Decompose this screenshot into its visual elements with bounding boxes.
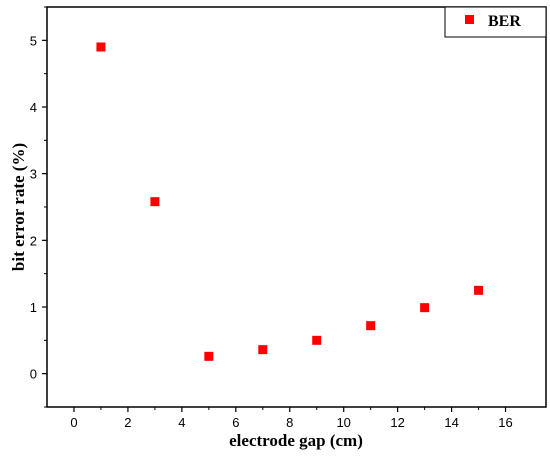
data-point (420, 303, 430, 313)
y-tick-label: 4 (30, 100, 37, 115)
y-axis-title: bit error rate (%) (9, 143, 28, 271)
data-point (312, 335, 322, 345)
y-tick-label: 3 (30, 167, 37, 182)
x-tick-label: 0 (70, 415, 77, 430)
plot-frame (46, 6, 547, 408)
y-axis: 0 1 2 3 4 5 (30, 6, 47, 408)
x-tick-label: 14 (444, 415, 458, 430)
x-tick-label: 8 (286, 415, 293, 430)
x-axis: 0 2 4 6 8 10 12 14 16 (70, 407, 513, 430)
legend-box (444, 6, 547, 38)
data-point (204, 351, 214, 361)
x-tick-label: 4 (178, 415, 185, 430)
y-tick-label: 0 (30, 367, 37, 382)
legend-label-ber: BER (488, 13, 521, 30)
data-point (150, 197, 160, 207)
y-tick-label: 1 (30, 300, 37, 315)
x-tick-label: 16 (498, 415, 512, 430)
x-tick-label: 6 (232, 415, 239, 430)
data-points (96, 42, 484, 361)
x-tick-label: 10 (336, 415, 350, 430)
y-tick-label: 2 (30, 233, 37, 248)
data-point (366, 321, 376, 331)
data-point (96, 42, 106, 52)
legend: BER (444, 6, 547, 38)
y-tick-label: 5 (30, 33, 37, 48)
legend-marker-ber (465, 15, 474, 24)
data-point (258, 345, 268, 355)
x-tick-label: 2 (124, 415, 131, 430)
data-point (474, 285, 484, 295)
x-axis-title: electrode gap (cm) (229, 431, 363, 450)
x-tick-label: 12 (390, 415, 404, 430)
